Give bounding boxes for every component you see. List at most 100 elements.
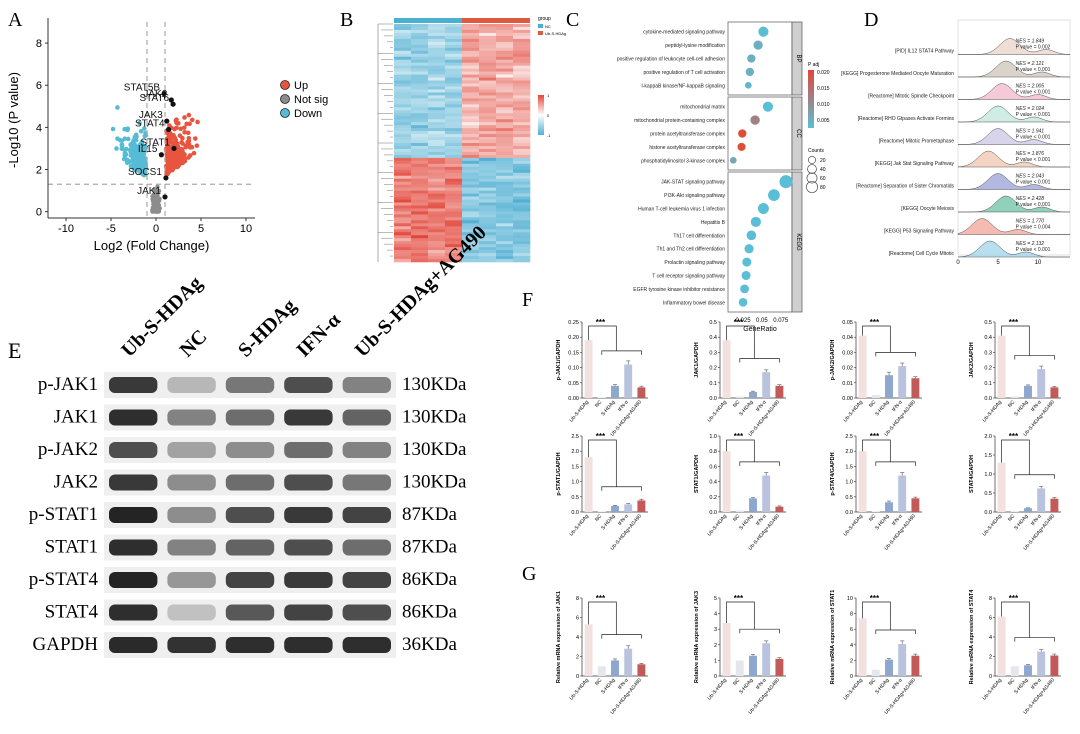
heatmap-cell [394,134,412,138]
heatmap-cell [445,250,463,254]
blot-band [167,637,216,653]
significance-label: *** [870,432,880,441]
heatmap-cell [462,89,480,93]
heatmap-cell [496,160,514,165]
bar [637,387,646,398]
heatmap-cell [411,56,429,60]
heatmap-cell [496,220,514,224]
bar [871,394,880,398]
blot-band [167,474,216,491]
heatmap-cell [462,131,480,135]
heatmap-cell [411,187,429,191]
volcano-point-up [178,147,183,152]
heatmap-cell [394,125,412,129]
term-dot [740,284,749,294]
heatmap-cell [479,205,497,209]
heatmap-cell [462,244,480,248]
x-tick-label: 10 [240,223,252,235]
heatmap-cell [479,214,497,218]
blot-band [167,572,216,588]
term-label: protein acetyltransferase complex [650,132,725,138]
pvalue-label: P value < 0.001 [1016,135,1051,141]
heatmap-cell [445,68,463,72]
heatmap-cell [462,107,480,111]
term-label: cytokine-mediated signaling pathway [643,30,725,36]
group-bracket [875,629,916,634]
gene-label: JAK1 [137,186,161,197]
significance-bracket [588,325,617,351]
heatmap-cell [462,193,480,197]
heatmap-cell [462,181,480,185]
term-label: positive regulation of T cell activation [643,70,725,76]
y-tick-label: 2.5 [571,434,579,440]
bar [1010,511,1019,512]
facet-label: KEGG [795,233,801,251]
heatmap-cell [445,29,463,34]
heatmap-cell [479,107,497,111]
y-tick-label: 0.5 [571,495,579,501]
heatmap-cell [496,190,514,194]
heatmap-cell [394,116,412,120]
heatmap-cell [428,199,446,203]
heatmap-cell [496,193,514,197]
heatmap-cell [462,226,480,230]
heatmap-cell [496,157,514,162]
heatmap-cell [496,148,514,153]
blot-band [167,507,216,523]
heatmap-cell [411,116,429,120]
gene-point [166,126,172,133]
bar [1050,655,1059,676]
ridge-density [957,240,1070,258]
y-tick-label: 0.6 [709,464,717,470]
heatmap-cell [445,101,463,105]
heatmap-cell [394,26,412,31]
term-label: mitochondrial matrix [680,105,725,111]
heatmap-cell [462,35,480,40]
x-tick-label: NC [868,513,877,523]
heatmap-cell [513,232,531,236]
x-axis-label: Log2 (Fold Change) [94,238,210,253]
color-tick-label: 0.005 [817,118,830,124]
gene-label: STAT6 [139,93,169,104]
x-tick-label: Ub-S-HDAg [982,513,1004,537]
heatmap-cell [411,202,429,206]
heatmap-cell [462,92,480,96]
volcano-point-up [182,129,187,135]
heatmap-cell [462,71,480,75]
heatmap-cell [394,250,412,254]
color-tick-label: 0.015 [817,86,830,92]
heatmap-cell [394,101,412,105]
color-tick-label: 0.010 [817,102,830,108]
heatmap-cell [411,163,429,168]
heatmap-cell [462,187,480,191]
pvalue-label: P value < 0.001 [1016,157,1051,163]
heatmap-cell [479,199,497,203]
panel-label-e: E [8,338,21,363]
heatmap-cell [479,134,497,138]
heatmap-cell [428,44,446,49]
heatmap-cell [462,26,480,31]
gene-label: IL15 [138,144,158,155]
heatmap-cell [445,95,463,99]
heatmap-cell [445,59,463,63]
ridge-density [957,38,1071,55]
heatmap-cell [496,235,514,239]
gene-point [161,91,167,97]
heatmap-cell [428,122,446,126]
heatmap-cell [428,187,446,191]
facet-panel [727,171,793,313]
heatmap-cell [411,50,429,55]
y-tick-label: 4 [714,612,717,618]
blot-band [109,637,158,653]
heatmap-cell [479,122,497,126]
x-tick-label: NC [594,513,603,523]
heatmap-cell [513,154,531,159]
heatmap-cell [445,113,463,117]
y-tick-label: 0.2 [709,495,717,501]
mw-label: 36KDa [402,634,457,655]
bar [611,385,619,398]
heatmap-cell [411,125,429,129]
size-legend-title: Counts [808,148,824,154]
heatmap-cell [462,166,480,171]
y-tick-label: 6 [850,627,853,633]
